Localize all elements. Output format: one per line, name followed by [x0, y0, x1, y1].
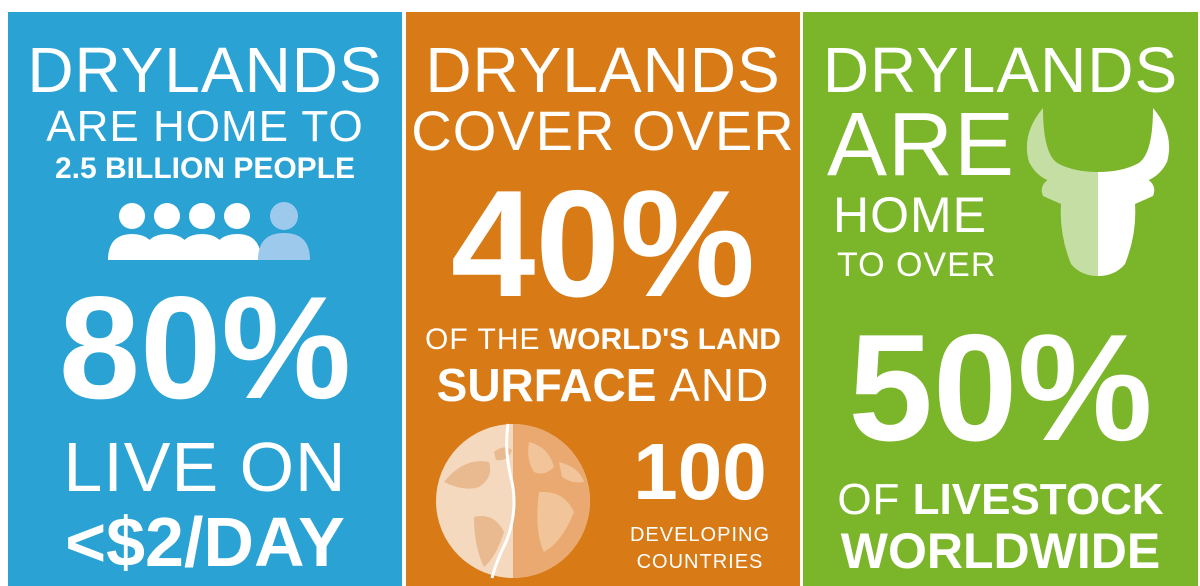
- count-stat: 100: [633, 427, 767, 516]
- big-stat: 80%: [58, 266, 352, 429]
- panel-heading: DRYLANDS: [822, 34, 1179, 106]
- stat-line-2-bold: SURFACE: [436, 359, 657, 411]
- panel-heading: DRYLANDS: [425, 34, 781, 106]
- panel-people: DRYLANDS ARE HOME TO 2.5 BILLION PEOPLE: [8, 12, 402, 586]
- panel-sub-1: ARE: [827, 95, 1016, 195]
- panel-sub-3: TO OVER: [837, 246, 997, 284]
- panel-land: DRYLANDS COVER OVER 40% OF THE WORLD'S L…: [406, 12, 800, 586]
- globe-divider: [490, 423, 516, 579]
- stat-line-1: OF LIVESTOCK: [803, 478, 1198, 522]
- stat-line-2: SURFACE AND: [406, 362, 800, 408]
- stat-line-1: OF THE WORLD'S LAND: [406, 325, 800, 355]
- stat-line-2: WORLDWIDE: [840, 523, 1161, 579]
- bull-head-icon: [1026, 108, 1170, 276]
- panel-subheading: ARE HOME TO: [46, 102, 364, 151]
- person-icon-highlighted: [258, 202, 310, 260]
- population-highlight: 2.5 BILLION PEOPLE: [54, 152, 356, 185]
- globe-icon: [436, 423, 590, 579]
- person-icon: [213, 203, 261, 260]
- big-stat: 50%: [848, 303, 1153, 473]
- stat-line-1-bold: WORLD'S LAND: [548, 323, 781, 356]
- stat-line-1: LIVE ON: [63, 428, 347, 506]
- people-icon: [108, 202, 310, 260]
- globe-dark-half: [513, 424, 590, 578]
- stat-line-1-bold: LIVESTOCK: [912, 475, 1164, 524]
- count-label-1: DEVELOPING: [629, 524, 771, 546]
- stat-line-1-normal: OF THE: [425, 323, 541, 356]
- stat-line-2: <$2/DAY: [65, 503, 345, 581]
- panel-livestock: DRYLANDS ARE HOME TO OVER 50% OF LIVESTO…: [803, 12, 1198, 586]
- stat-line-1-normal: OF: [837, 475, 901, 524]
- stat-line-2-normal: AND: [669, 359, 770, 411]
- panel-subheading: COVER OVER: [411, 99, 795, 162]
- count-label-2: COUNTRIES: [636, 551, 764, 573]
- big-stat: 40%: [450, 159, 756, 329]
- panel-heading: DRYLANDS: [27, 34, 383, 106]
- panel-sub-2: HOME: [833, 187, 987, 243]
